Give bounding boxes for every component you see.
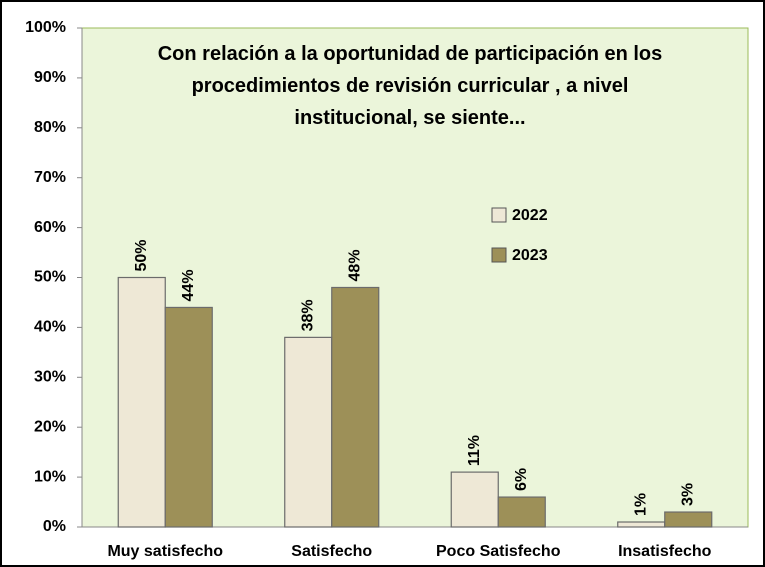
legend-swatch — [491, 247, 507, 263]
y-tick-label: 70% — [34, 169, 66, 186]
data-label: 48% — [346, 249, 363, 281]
data-label: 1% — [632, 493, 649, 516]
legend-label: 2022 — [512, 207, 548, 224]
data-label: 50% — [133, 239, 150, 271]
bar — [164, 306, 213, 528]
y-tick-label: 20% — [34, 418, 66, 435]
bar — [664, 511, 713, 528]
legend-swatch — [491, 207, 507, 223]
bar — [450, 471, 499, 528]
y-tick-label: 80% — [34, 119, 66, 136]
y-tick-label: 0% — [43, 518, 66, 535]
y-tick-label: 40% — [34, 319, 66, 336]
y-tick-label: 100% — [25, 19, 66, 36]
x-tick-label: Insatisfecho — [618, 543, 712, 560]
bar — [497, 496, 546, 528]
data-label: 11% — [466, 435, 483, 466]
y-tick-label: 90% — [34, 69, 66, 86]
data-label: 44% — [180, 269, 197, 301]
y-tick-label: 10% — [34, 468, 66, 485]
bar — [331, 286, 380, 528]
x-tick-label: Muy satisfecho — [107, 543, 223, 560]
chart-title: Con relación a la oportunidad de partici… — [157, 43, 663, 129]
data-label: 38% — [299, 299, 316, 331]
x-tick-label: Poco Satisfecho — [436, 543, 561, 560]
y-tick-label: 50% — [34, 269, 66, 286]
legend-label: 2023 — [512, 247, 548, 264]
y-tick-label: 60% — [34, 219, 66, 236]
x-tick-label: Satisfecho — [291, 543, 372, 560]
bar — [284, 336, 333, 528]
y-tick-label: 30% — [34, 369, 66, 386]
data-label: 3% — [679, 483, 696, 506]
bar — [117, 276, 166, 528]
data-label: 6% — [513, 468, 530, 491]
bar — [617, 521, 666, 528]
